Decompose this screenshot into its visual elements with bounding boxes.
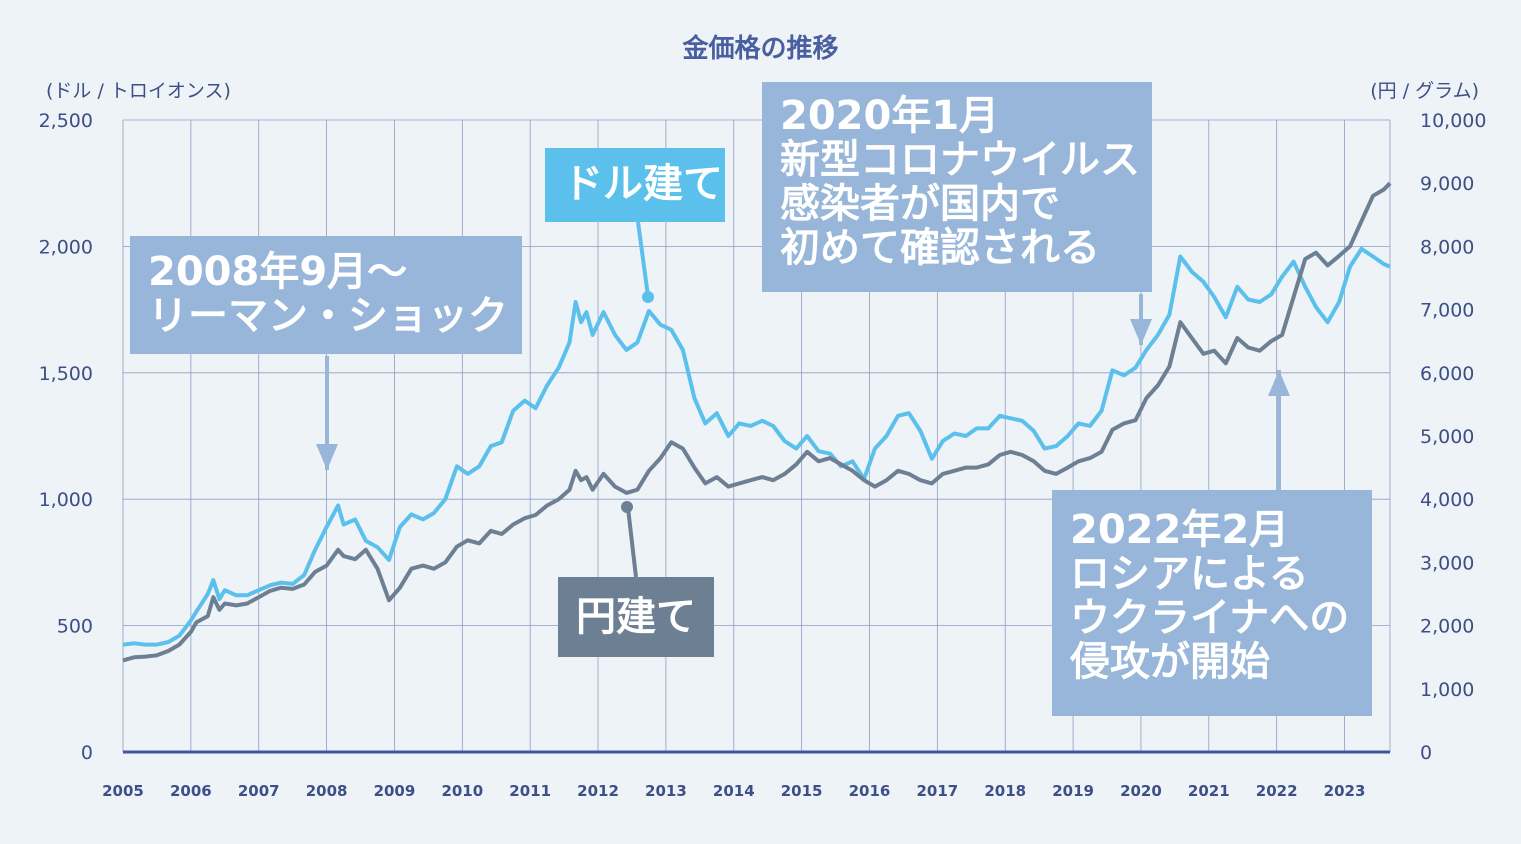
lehman-arrow-head (316, 444, 338, 470)
covid-callout-line: 感染者が国内で (780, 181, 1060, 227)
left-axis-unit: (ドル / トロイオンス) (46, 80, 231, 102)
ukraine-arrow-head (1268, 370, 1290, 396)
series-layer (122, 181, 1392, 663)
dollar-series-line (122, 246, 1391, 647)
x-tick-label: 2013 (645, 782, 687, 800)
x-tick-label: 2009 (374, 782, 416, 800)
right-axis-unit: (円 / グラム) (1370, 80, 1479, 102)
covid-arrow-head (1130, 319, 1152, 345)
x-tick-label: 2022 (1256, 782, 1298, 800)
x-tick-label: 2017 (916, 782, 958, 800)
y-left-tick-label: 1,500 (39, 363, 93, 385)
y-right-tick-label: 10,000 (1420, 110, 1486, 132)
dollar-label-dot (642, 291, 654, 303)
x-tick-label: 2019 (1052, 782, 1094, 800)
x-tick-label: 2005 (102, 782, 144, 800)
covid-callout-line: 2020年1月 (780, 93, 1000, 139)
x-tick-label: 2021 (1188, 782, 1230, 800)
y-left-tick-label: 1,000 (39, 489, 93, 511)
covid-callout: 2020年1月 新型コロナウイルス 感染者が国内で 初めて確認される (762, 82, 1152, 292)
covid-callout-line: 初めて確認される (780, 225, 1100, 271)
ukraine-callout-line: 侵攻が開始 (1070, 639, 1270, 685)
x-tick-label: 2020 (1120, 782, 1162, 800)
yen-label-text: 円建て (576, 594, 696, 640)
y-right-tick-label: 6,000 (1420, 363, 1474, 385)
dollar-label-text: ドル建て (563, 161, 723, 207)
lehman-shock-callout: 2008年9月～ リーマン・ショック (130, 236, 522, 354)
x-tick-label: 2014 (713, 782, 755, 800)
x-tick-label: 2010 (441, 782, 483, 800)
ukraine-callout-line: ロシアによる (1070, 551, 1309, 597)
ukraine-callout-line: ウクライナへの (1070, 595, 1350, 641)
axis-layer: 0 500 1,000 1,500 2,000 2,500 0 1,000 2,000 3,000… (39, 110, 1487, 800)
y-right-tick-label: 8,000 (1420, 236, 1474, 258)
x-tick-label: 2018 (984, 782, 1026, 800)
x-tick-label: 2016 (849, 782, 891, 800)
y-right-tick-label: 5,000 (1420, 426, 1474, 448)
dollar-series-label: ドル建て (545, 148, 725, 222)
yen-series-line (122, 181, 1392, 663)
y-right-tick-label: 0 (1420, 742, 1432, 764)
x-tick-label: 2011 (509, 782, 551, 800)
y-left-tick-label: 0 (81, 742, 93, 764)
covid-callout-line: 新型コロナウイルス (780, 137, 1140, 183)
x-tick-label: 2008 (306, 782, 348, 800)
x-tick-label: 2015 (781, 782, 823, 800)
x-tick-label: 2007 (238, 782, 280, 800)
yen-series-label: 円建て (558, 577, 714, 657)
y-right-tick-label: 9,000 (1420, 173, 1474, 195)
y-left-tick-label: 2,500 (39, 110, 93, 132)
y-right-tick-label: 3,000 (1420, 552, 1474, 574)
arrow-layer (316, 221, 1290, 578)
y-right-tick-label: 7,000 (1420, 300, 1474, 322)
x-tick-label: 2012 (577, 782, 619, 800)
x-tick-label: 2006 (170, 782, 212, 800)
x-tick-label: 2023 (1324, 782, 1366, 800)
y-right-tick-label: 1,000 (1420, 679, 1474, 701)
y-left-tick-label: 500 (57, 616, 93, 638)
lehman-callout-line: リーマン・ショック (148, 293, 508, 339)
yen-label-pointer (626, 507, 638, 578)
y-right-tick-label: 2,000 (1420, 616, 1474, 638)
lehman-callout-line: 2008年9月～ (148, 249, 408, 295)
y-right-tick-label: 4,000 (1420, 489, 1474, 511)
dollar-label-pointer (636, 221, 650, 297)
chart-title: 金価格の推移 (682, 34, 839, 64)
yen-label-dot (621, 501, 633, 513)
ukraine-callout-line: 2022年2月 (1070, 507, 1290, 553)
ukraine-callout: 2022年2月 ロシアによる ウクライナへの 侵攻が開始 (1052, 490, 1372, 716)
y-left-tick-label: 2,000 (39, 236, 93, 258)
